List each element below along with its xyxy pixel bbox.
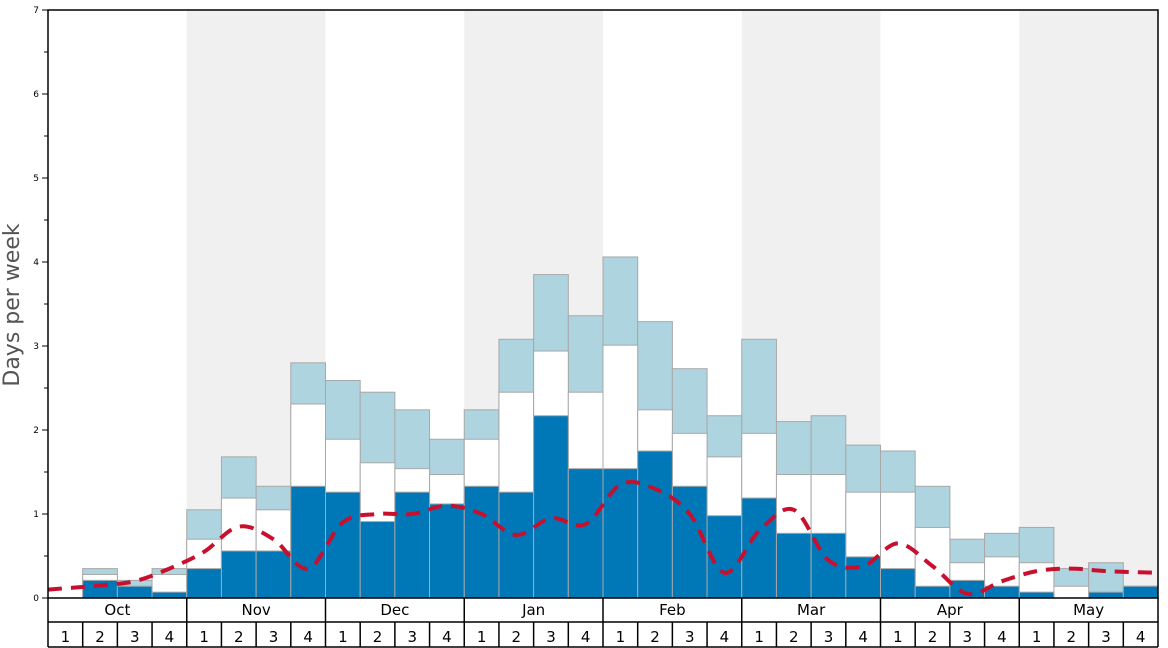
week-label: 3 — [685, 628, 695, 646]
week-label: 2 — [928, 628, 938, 646]
week-label: 2 — [373, 628, 383, 646]
bar-series-1 — [325, 491, 361, 599]
bar-series-1 — [775, 532, 812, 599]
bar-series-1 — [359, 521, 396, 599]
month-label: Oct — [104, 601, 130, 619]
week-label: 2 — [650, 628, 660, 646]
y-tick-label: 3 — [33, 342, 39, 352]
bar-series-1 — [82, 579, 118, 599]
week-label: 2 — [234, 628, 244, 646]
week-label: 3 — [1101, 628, 1111, 646]
y-tick-label: 2 — [33, 426, 39, 436]
week-label: 1 — [1032, 628, 1042, 646]
bar-series-1 — [1018, 591, 1055, 599]
trend-line-series-4 — [47, 480, 1159, 597]
bar-series-1 — [845, 556, 881, 599]
month-band — [1019, 10, 1158, 598]
bar-series-1 — [1122, 585, 1159, 599]
week-label: 3 — [962, 628, 972, 646]
week-label: 1 — [616, 628, 626, 646]
month-label: Mar — [797, 601, 826, 619]
y-tick-label: 1 — [33, 510, 39, 520]
x-axis: Oct Nov Dec Jan Feb Mar Apr May 1 2 3 4 1 2 3 4 1 2 3 4 1 2 3 4… — [47, 598, 1159, 648]
week-label: 3 — [407, 628, 417, 646]
week-label: 2 — [789, 628, 799, 646]
bar-series-1 — [741, 497, 777, 599]
bar-series-1 — [567, 468, 604, 599]
bar-series-1 — [394, 491, 431, 599]
week-label: 4 — [858, 628, 868, 646]
bar-series-1 — [186, 568, 222, 599]
bars-series-1 — [82, 415, 1159, 599]
bar-series-1 — [880, 568, 916, 599]
week-label: 1 — [338, 628, 348, 646]
week-label: 1 — [61, 628, 71, 646]
week-label: 2 — [95, 628, 105, 646]
month-label: May — [1073, 601, 1104, 619]
y-tick-label: 4 — [33, 258, 39, 268]
week-label: 1 — [477, 628, 487, 646]
bar-series-1 — [463, 485, 500, 599]
bar-series-1 — [498, 491, 535, 599]
bar-series-1 — [602, 468, 639, 599]
y-axis: 0 1 2 3 4 5 6 7 — [33, 6, 48, 604]
week-label: 1 — [754, 628, 764, 646]
month-label: Feb — [659, 601, 686, 619]
bar-series-1 — [637, 450, 673, 599]
y-tick-label: 0 — [33, 594, 39, 604]
bar-series-1 — [914, 585, 951, 599]
y-tick-label: 7 — [33, 6, 39, 16]
bar-series-1 — [533, 415, 569, 599]
bar-series-1 — [116, 585, 153, 599]
week-label: 4 — [165, 628, 175, 646]
bar-series-1 — [1088, 591, 1124, 599]
y-tick-label: 5 — [33, 174, 39, 184]
week-label: 3 — [546, 628, 556, 646]
week-label: 4 — [1136, 628, 1146, 646]
week-label: 4 — [581, 628, 591, 646]
week-label: 1 — [893, 628, 903, 646]
bar-series-1 — [429, 503, 465, 599]
bar-series-1 — [151, 591, 188, 599]
week-label: 2 — [1067, 628, 1077, 646]
bar-series-1 — [220, 550, 257, 599]
trend-line — [47, 480, 1159, 597]
month-label: Jan — [521, 601, 545, 619]
month-label: Nov — [241, 601, 270, 619]
week-label: 4 — [997, 628, 1007, 646]
week-label: 4 — [303, 628, 313, 646]
bar-series-1 — [290, 485, 326, 599]
bar-series-1 — [255, 550, 292, 599]
week-label: 3 — [269, 628, 279, 646]
week-label: 1 — [199, 628, 209, 646]
week-label: 4 — [442, 628, 452, 646]
week-label: 2 — [512, 628, 522, 646]
y-tick-label: 6 — [33, 90, 39, 100]
week-label: 3 — [130, 628, 140, 646]
y-axis-label: Days per week — [0, 223, 25, 386]
week-label: 4 — [720, 628, 730, 646]
week-label: 3 — [824, 628, 834, 646]
bar-series-2 — [1053, 585, 1090, 599]
month-label: Dec — [380, 601, 409, 619]
month-label: Apr — [937, 601, 964, 619]
